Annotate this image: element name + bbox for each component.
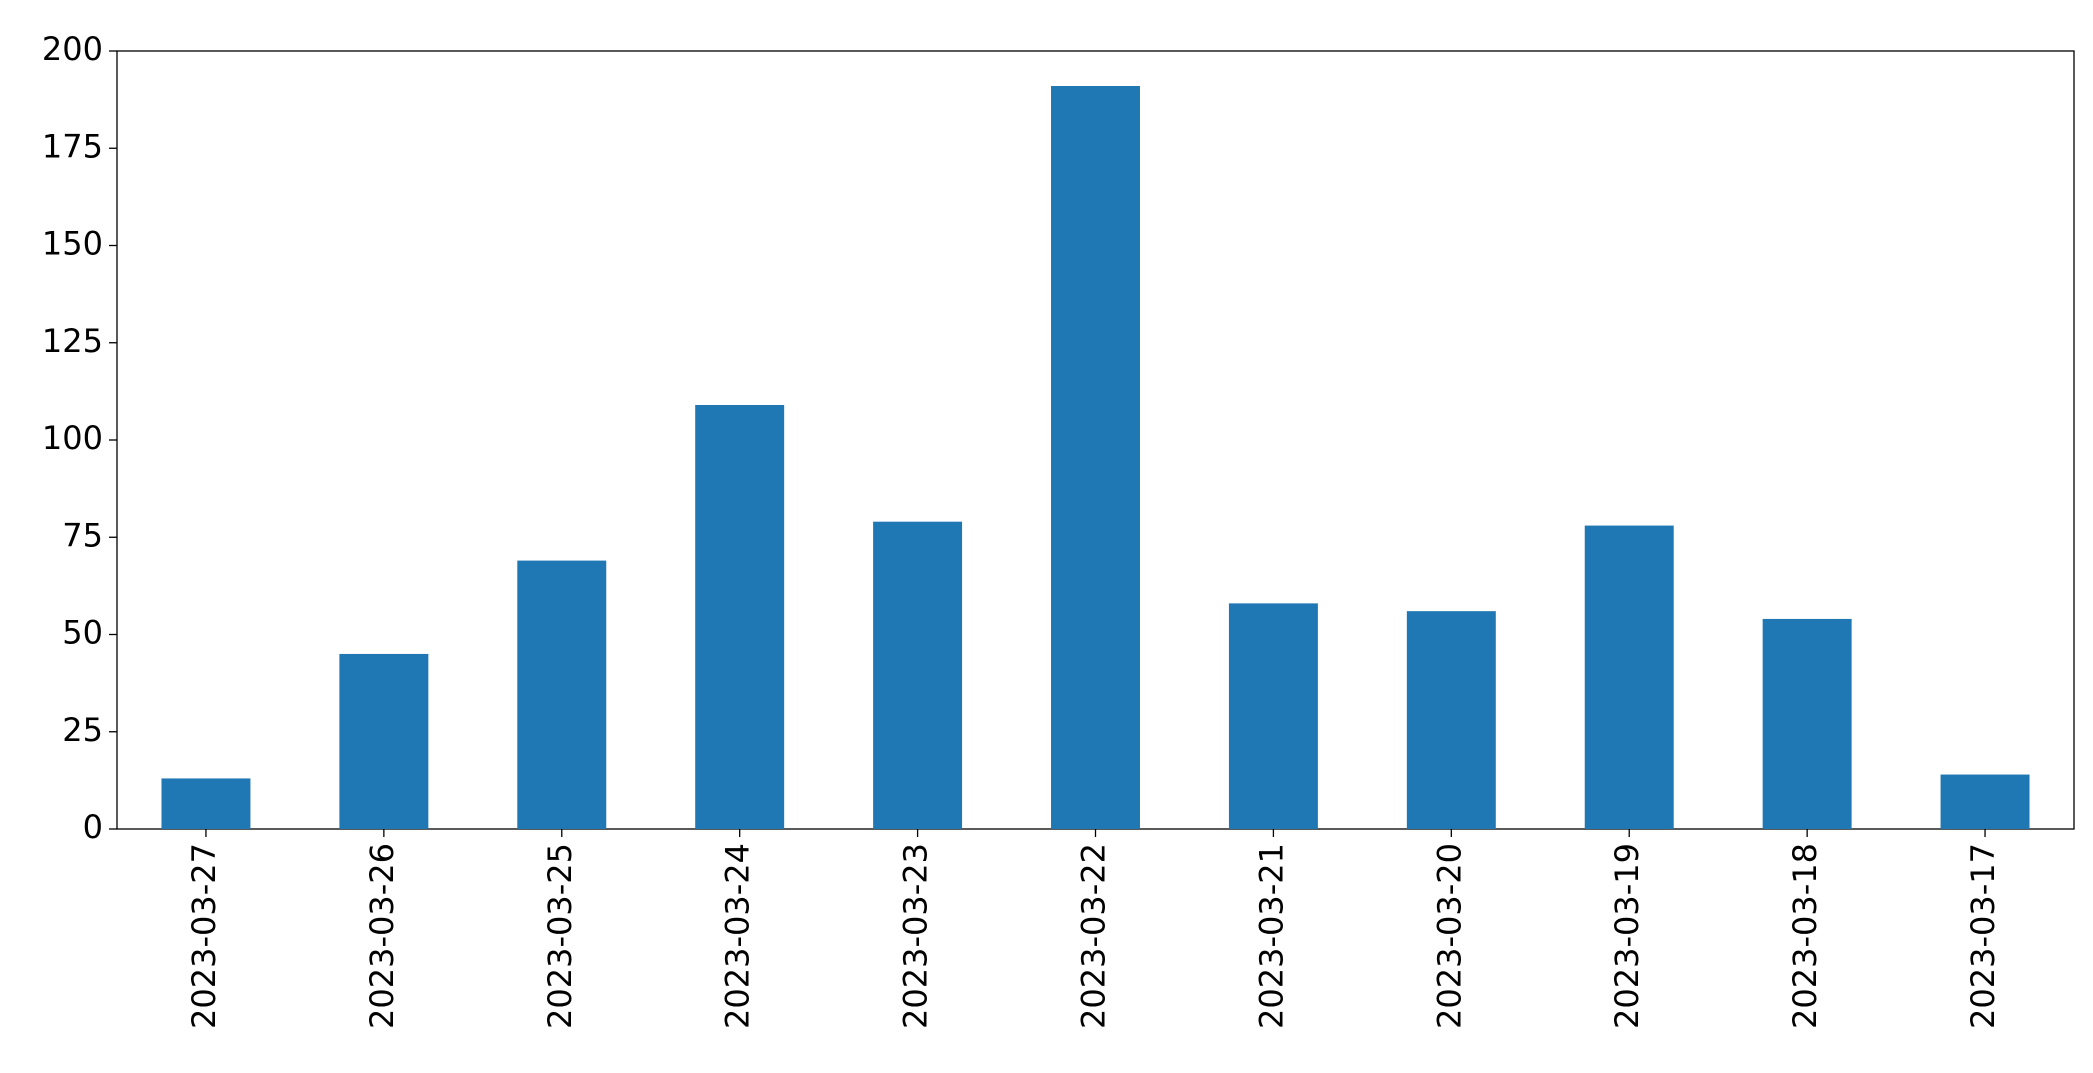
x-tick-label: 2023-03-22 [1075, 843, 1113, 1029]
x-tick-label: 2023-03-26 [363, 843, 401, 1029]
bar [1762, 618, 1852, 829]
y-tick-label: 175 [42, 127, 103, 165]
bar [873, 521, 963, 829]
y-tick-label: 75 [62, 516, 103, 554]
y-tick-label: 200 [42, 30, 103, 68]
x-tick-label: 2023-03-24 [719, 843, 757, 1029]
x-tick-label: 2023-03-25 [541, 843, 579, 1029]
bar [517, 560, 607, 829]
bar [1406, 611, 1496, 829]
bar [161, 778, 251, 829]
bar [1051, 86, 1140, 829]
x-tick-label: 2023-03-23 [897, 843, 935, 1029]
y-tick-label: 100 [42, 419, 103, 457]
x-tick-label: 2023-03-17 [1964, 843, 2002, 1029]
bar [339, 653, 429, 829]
x-tick-label: 2023-03-20 [1430, 843, 1468, 1029]
y-tick-label: 150 [42, 225, 103, 263]
y-tick-label: 25 [62, 711, 103, 749]
x-tick-label: 2023-03-21 [1252, 843, 1290, 1029]
x-tick-label: 2023-03-27 [185, 843, 223, 1029]
bar [1940, 774, 2030, 829]
y-tick-label: 125 [42, 322, 103, 360]
bar [1584, 525, 1674, 829]
x-tick-label: 2023-03-19 [1608, 843, 1646, 1029]
bar [695, 404, 785, 829]
x-tick-label: 2023-03-18 [1786, 843, 1824, 1029]
y-tick-label: 0 [83, 808, 103, 846]
bar [1228, 603, 1318, 829]
y-tick-label: 50 [62, 614, 103, 652]
